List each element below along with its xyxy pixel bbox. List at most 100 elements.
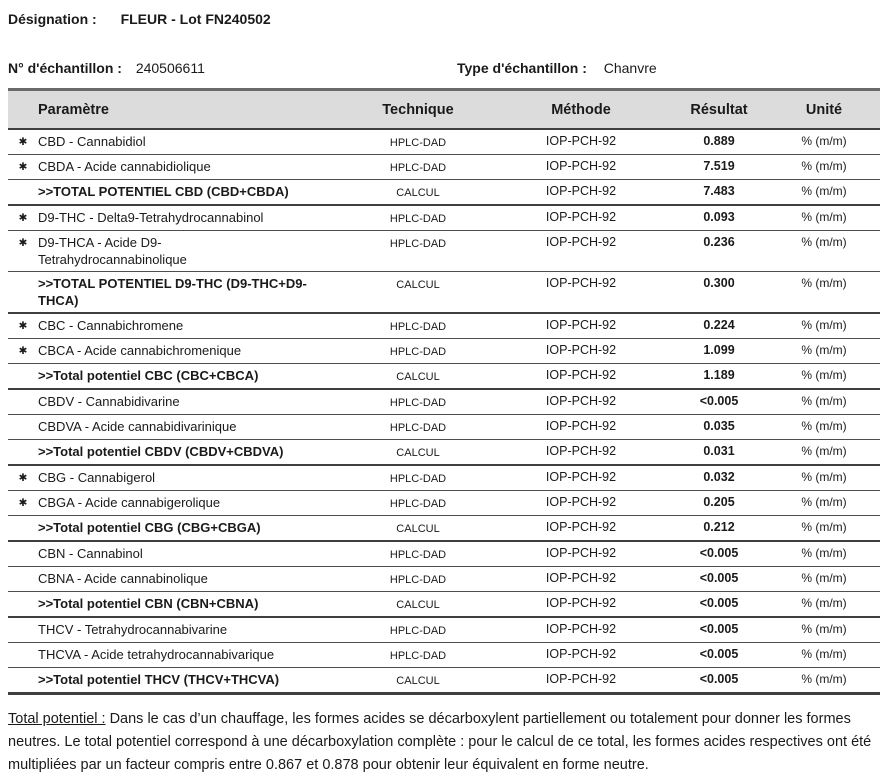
unite-cell: % (m/m) bbox=[801, 571, 847, 585]
table-row: THCV - Tetrahydrocannabivarine HPLC-DAD … bbox=[8, 618, 880, 643]
table-row: ✱ CBDA - Acide cannabidiolique HPLC-DAD … bbox=[8, 155, 880, 180]
technique-cell: HPLC-DAD bbox=[389, 574, 447, 586]
table-row: >>Total potentiel CBN (CBN+CBNA) CALCUL … bbox=[8, 592, 880, 618]
parameter-cell: >>TOTAL POTENTIEL D9-THC (D9-THC+D9- THC… bbox=[38, 276, 307, 308]
table-row: CBDV - Cannabidivarine HPLC-DAD IOP-PCH-… bbox=[8, 390, 880, 415]
unite-cell: % (m/m) bbox=[801, 470, 847, 484]
technique-cell: CALCUL bbox=[396, 279, 440, 291]
parameter-cell: >>Total potentiel CBG (CBG+CBGA) bbox=[38, 520, 261, 535]
resultat-cell: 0.300 bbox=[703, 276, 735, 290]
star-marker-icon bbox=[8, 275, 38, 276]
star-marker-icon: ✱ bbox=[18, 212, 28, 224]
resultat-cell: 0.032 bbox=[703, 470, 735, 484]
star-marker-icon bbox=[8, 671, 38, 672]
unite-cell: % (m/m) bbox=[801, 444, 847, 458]
resultat-cell: 0.889 bbox=[703, 134, 735, 148]
star-marker-icon: ✱ bbox=[18, 161, 28, 173]
table-row: >>Total potentiel CBG (CBG+CBGA) CALCUL … bbox=[8, 516, 880, 542]
designation-label: Désignation : bbox=[8, 11, 97, 27]
sample-info-row: N° d'échantillon : 240506611 Type d'écha… bbox=[8, 60, 881, 78]
table-row: >>Total potentiel THCV (THCV+THCVA) CALC… bbox=[8, 668, 880, 695]
results-table-body: ✱ CBD - Cannabidiol HPLC-DAD IOP-PCH-92 … bbox=[8, 130, 880, 695]
parameter-cell: CBD - Cannabidiol bbox=[38, 134, 146, 149]
technique-cell: HPLC-DAD bbox=[389, 397, 447, 409]
methode-cell: IOP-PCH-92 bbox=[545, 470, 617, 484]
resultat-cell: <0.005 bbox=[699, 394, 739, 408]
resultat-cell: <0.005 bbox=[699, 622, 739, 636]
table-row: >>Total potentiel CBC (CBC+CBCA) CALCUL … bbox=[8, 364, 880, 390]
footnote-title: Total potentiel : bbox=[8, 711, 106, 727]
methode-cell: IOP-PCH-92 bbox=[545, 444, 617, 458]
technique-cell: CALCUL bbox=[396, 447, 440, 459]
parameter-cell: >>Total potentiel THCV (THCV+THCVA) bbox=[38, 672, 280, 687]
resultat-cell: 0.212 bbox=[703, 520, 735, 534]
table-row: THCVA - Acide tetrahydrocannabivarique H… bbox=[8, 643, 880, 668]
star-marker-icon: ✱ bbox=[18, 237, 28, 249]
resultat-cell: 0.224 bbox=[703, 318, 735, 332]
technique-cell: HPLC-DAD bbox=[389, 213, 447, 225]
table-row: CBN - Cannabinol HPLC-DAD IOP-PCH-92 <0.… bbox=[8, 542, 880, 567]
table-row: >>TOTAL POTENTIEL CBD (CBD+CBDA) CALCUL … bbox=[8, 180, 880, 206]
star-marker-icon: ✱ bbox=[18, 345, 28, 357]
star-marker-icon bbox=[8, 183, 38, 184]
unite-cell: % (m/m) bbox=[801, 394, 847, 408]
parameter-cell: CBGA - Acide cannabigerolique bbox=[38, 495, 221, 510]
star-marker-icon bbox=[8, 519, 38, 520]
technique-cell: HPLC-DAD bbox=[389, 238, 447, 250]
technique-cell: CALCUL bbox=[396, 371, 440, 383]
parameter-cell: CBN - Cannabinol bbox=[38, 546, 143, 561]
table-row: ✱ CBGA - Acide cannabigerolique HPLC-DAD… bbox=[8, 491, 880, 516]
star-marker-icon bbox=[8, 418, 38, 419]
technique-cell: HPLC-DAD bbox=[389, 498, 447, 510]
technique-cell: HPLC-DAD bbox=[389, 549, 447, 561]
resultat-cell: 7.519 bbox=[703, 159, 735, 173]
table-row: >>TOTAL POTENTIEL D9-THC (D9-THC+D9- THC… bbox=[8, 272, 880, 314]
resultat-cell: 0.031 bbox=[703, 444, 735, 458]
table-row: ✱ CBD - Cannabidiol HPLC-DAD IOP-PCH-92 … bbox=[8, 130, 880, 155]
parameter-cell: CBDVA - Acide cannabidivarinique bbox=[38, 419, 237, 434]
unite-cell: % (m/m) bbox=[801, 419, 847, 433]
methode-cell: IOP-PCH-92 bbox=[545, 520, 617, 534]
star-marker-icon bbox=[8, 443, 38, 444]
footnote: Total potentiel : Dans le cas d’un chauf… bbox=[8, 708, 881, 777]
methode-cell: IOP-PCH-92 bbox=[545, 394, 617, 408]
resultat-cell: 0.093 bbox=[703, 210, 735, 224]
resultat-cell: 1.189 bbox=[703, 368, 735, 382]
unite-cell: % (m/m) bbox=[801, 596, 847, 610]
designation-row: Désignation : FLEUR - Lot FN240502 bbox=[0, 0, 889, 27]
unite-cell: % (m/m) bbox=[801, 520, 847, 534]
resultat-cell: 0.205 bbox=[703, 495, 735, 509]
technique-cell: HPLC-DAD bbox=[389, 137, 447, 149]
parameter-cell: D9-THCA - Acide D9- Tetrahydrocannabinol… bbox=[38, 235, 187, 267]
unite-cell: % (m/m) bbox=[801, 235, 847, 249]
table-row: ✱ CBG - Cannabigerol HPLC-DAD IOP-PCH-92… bbox=[8, 466, 880, 491]
designation-value: FLEUR - Lot FN240502 bbox=[120, 11, 271, 27]
table-row: ✱ D9-THC - Delta9-Tetrahydrocannabinol H… bbox=[8, 206, 880, 231]
resultat-cell: <0.005 bbox=[699, 672, 739, 686]
technique-cell: HPLC-DAD bbox=[389, 473, 447, 485]
resultat-cell: <0.005 bbox=[699, 596, 739, 610]
col-header-resultat: Résultat bbox=[690, 101, 748, 118]
resultat-cell: 1.099 bbox=[703, 343, 735, 357]
parameter-cell: THCVA - Acide tetrahydrocannabivarique bbox=[38, 647, 275, 662]
table-row: ✱ CBC - Cannabichromene HPLC-DAD IOP-PCH… bbox=[8, 314, 880, 339]
unite-cell: % (m/m) bbox=[801, 134, 847, 148]
resultat-cell: <0.005 bbox=[699, 647, 739, 661]
technique-cell: HPLC-DAD bbox=[389, 162, 447, 174]
col-header-parametre: Paramètre bbox=[38, 101, 109, 118]
parameter-cell: CBC - Cannabichromene bbox=[38, 318, 184, 333]
unite-cell: % (m/m) bbox=[801, 672, 847, 686]
table-row: CBNA - Acide cannabinolique HPLC-DAD IOP… bbox=[8, 567, 880, 592]
technique-cell: HPLC-DAD bbox=[389, 321, 447, 333]
col-header-unite: Unité bbox=[805, 101, 843, 118]
methode-cell: IOP-PCH-92 bbox=[545, 622, 617, 636]
unite-cell: % (m/m) bbox=[801, 546, 847, 560]
star-marker-icon bbox=[8, 646, 38, 647]
resultat-cell: 0.035 bbox=[703, 419, 735, 433]
star-marker-icon: ✱ bbox=[18, 472, 28, 484]
methode-cell: IOP-PCH-92 bbox=[545, 276, 617, 290]
parameter-cell: >>Total potentiel CBC (CBC+CBCA) bbox=[38, 368, 259, 383]
technique-cell: CALCUL bbox=[396, 523, 440, 535]
methode-cell: IOP-PCH-92 bbox=[545, 210, 617, 224]
table-header-row: Paramètre Technique Méthode Résultat Uni… bbox=[8, 91, 880, 130]
